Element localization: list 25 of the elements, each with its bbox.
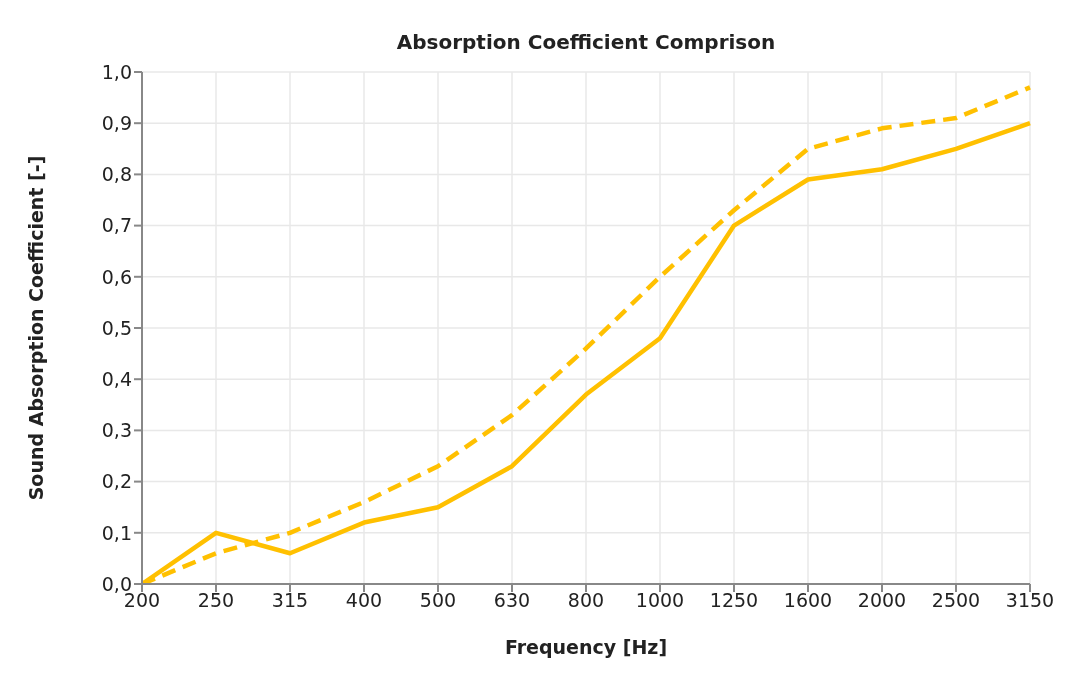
y-tick-label: 0,1 <box>101 521 132 544</box>
y-tick-label: 0,5 <box>101 316 132 339</box>
x-tick-label: 315 <box>271 589 309 612</box>
y-tick-label: 0,9 <box>101 111 132 134</box>
x-axis-title: Frequency [Hz] <box>504 636 668 658</box>
y-tick-label: 1,0 <box>101 60 132 83</box>
x-tick-label: 800 <box>567 589 605 612</box>
y-tick-label: 0,7 <box>101 214 132 237</box>
x-tick-label: 500 <box>419 589 457 612</box>
y-tick-label: 0,8 <box>101 163 132 186</box>
x-tick-label: 400 <box>345 589 383 612</box>
y-axis-title: Sound Absorption Coefficient [-] <box>24 155 47 501</box>
y-tick-label: 0,3 <box>101 419 132 442</box>
x-tick-label: 1000 <box>635 589 685 612</box>
x-tick-label: 2000 <box>857 589 907 612</box>
x-tick-label: 250 <box>197 589 235 612</box>
y-tick-label: 0,4 <box>101 367 132 390</box>
x-tick-label: 2500 <box>931 589 981 612</box>
y-tick-label: 0,6 <box>101 265 132 288</box>
x-tick-label: 3150 <box>1005 589 1055 612</box>
y-tick-label: 0,2 <box>101 470 132 493</box>
x-tick-label: 1600 <box>783 589 833 612</box>
chart-title: Absorption Coefficient Comprison <box>395 30 777 54</box>
x-tick-label: 1250 <box>709 589 759 612</box>
x-tick-label: 630 <box>493 589 531 612</box>
